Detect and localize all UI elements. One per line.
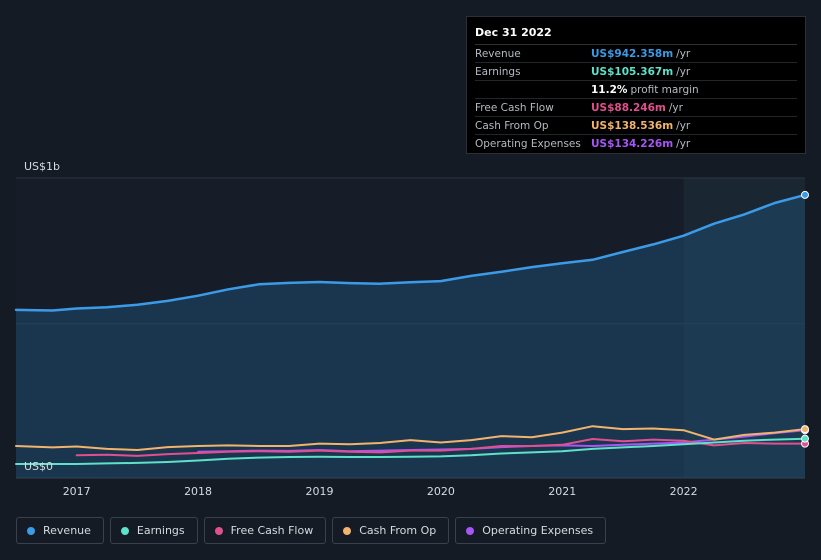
tooltip-row: Earnings US$105.367m/yr <box>475 63 797 81</box>
tooltip-row-unit: /yr <box>676 65 691 78</box>
tooltip-row-label: Cash From Op <box>475 119 549 132</box>
tooltip-row-value: US$105.367m <box>591 65 674 78</box>
legend-dot-icon <box>343 526 352 535</box>
legend-label: Earnings <box>136 524 185 537</box>
tooltip-row: 11.2% profit margin <box>475 81 797 99</box>
legend-item-operating-expenses[interactable]: Operating Expenses <box>455 517 607 544</box>
legend-dot-icon <box>214 526 223 535</box>
earnings-line <box>15 437 806 465</box>
legend-dot-icon <box>27 526 35 535</box>
revenue-area <box>16 194 805 478</box>
free-cash-flow-line <box>75 438 806 457</box>
tooltip-rows: Revenue US$942.358m/yr Earnings US$105.367m… <box>475 45 797 152</box>
tooltip-row-label: Revenue <box>475 47 521 60</box>
tooltip-row: Free Cash Flow US$88.246m/yr <box>475 99 797 117</box>
tooltip-row-value: 11.2% <box>591 83 628 96</box>
legend-label: Revenue <box>43 524 91 537</box>
tooltip-row-label: Earnings <box>475 65 521 78</box>
chart-canvas <box>14 177 809 479</box>
tooltip-row: Operating Expenses US$134.226m/yr <box>475 135 797 152</box>
x-tick-label: 2020 <box>426 485 455 498</box>
tooltip-row-value: US$134.226m <box>591 137 674 150</box>
x-tick-label: 2019 <box>305 485 334 498</box>
revenue-end-point <box>801 190 809 199</box>
x-tick-label: 2021 <box>548 485 577 498</box>
tooltip-row: Revenue US$942.358m/yr <box>475 45 797 63</box>
tooltip-row: Cash From Op US$138.536m/yr <box>475 117 797 135</box>
tooltip-row-unit: /yr <box>668 101 683 114</box>
legend-item-earnings[interactable]: Earnings <box>109 517 198 544</box>
tooltip-date: Dec 31 2022 <box>475 23 797 45</box>
chart-legend: Revenue Earnings Free Cash Flow Cash From O… <box>16 517 607 544</box>
tooltip-row-value: US$88.246m <box>591 101 666 114</box>
legend-label: Free Cash Flow <box>230 524 314 537</box>
legend-label: Cash From Op <box>359 524 437 537</box>
legend-item-revenue[interactable]: Revenue <box>16 517 104 544</box>
legend-item-cash-from-op[interactable]: Cash From Op <box>332 517 450 544</box>
tooltip-row-label: Operating Expenses <box>475 137 581 150</box>
y-axis-top-label: US$1b <box>24 160 61 173</box>
tooltip-row-unit: /yr <box>676 137 691 150</box>
earnings-end-point <box>801 434 809 443</box>
tooltip-row-label: Free Cash Flow <box>475 101 554 114</box>
tooltip-row-value: US$138.536m <box>591 119 674 132</box>
revenue-line <box>14 193 807 312</box>
cash-from-op-end-point <box>801 425 809 434</box>
legend-label: Operating Expenses <box>482 524 594 537</box>
tooltip-row-unit: /yr <box>676 119 691 132</box>
y-axis-bottom-label: US$0 <box>24 460 54 473</box>
legend-dot-icon <box>466 526 475 535</box>
tooltip-row-value: US$942.358m <box>591 47 674 60</box>
legend-item-free-cash-flow[interactable]: Free Cash Flow <box>203 517 327 544</box>
x-tick-label: 2017 <box>62 485 91 498</box>
tooltip-row-unit: profit margin <box>630 83 699 96</box>
x-tick-label: 2022 <box>669 485 698 498</box>
data-tooltip: Dec 31 2022 Revenue US$942.358m/yr Earning… <box>466 16 806 154</box>
tooltip-row-unit: /yr <box>676 47 691 60</box>
x-tick-label: 2018 <box>184 485 213 498</box>
cash-from-op-line <box>15 425 806 451</box>
legend-dot-icon <box>120 526 129 535</box>
